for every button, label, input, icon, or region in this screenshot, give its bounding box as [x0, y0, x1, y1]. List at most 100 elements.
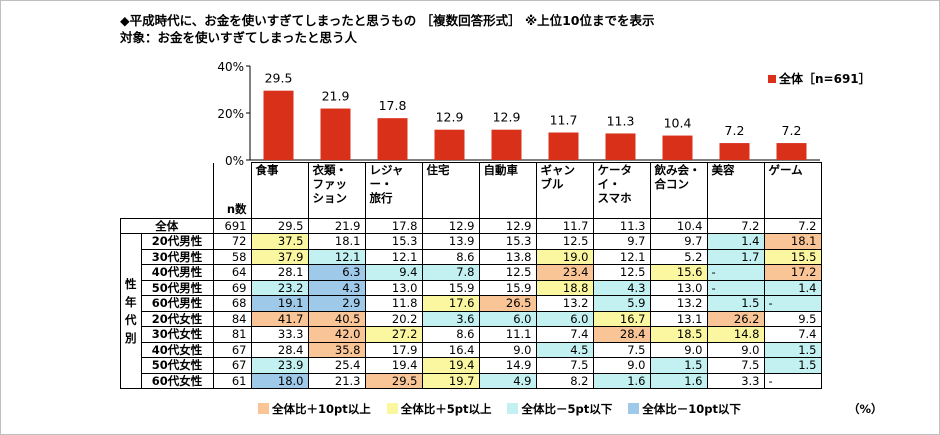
legend-swatch — [628, 403, 640, 414]
cell-value: 6.3 — [307, 264, 366, 281]
bar-data-label: 12.9 — [436, 110, 464, 125]
cell-value: 19.0 — [535, 248, 594, 265]
cell-value: 26.2 — [706, 310, 765, 327]
cell-value: 4.3 — [592, 279, 651, 296]
legend-swatch — [386, 403, 398, 414]
row-label: 30代男性 — [140, 248, 214, 265]
cell-value: 1.5 — [763, 341, 822, 358]
cell-value: 16.4 — [421, 341, 480, 358]
bar — [491, 129, 522, 160]
legend-item: 全体比－10pt以下 — [628, 402, 741, 416]
cell-value: 1.5 — [649, 357, 708, 374]
cell-value: 28.4 — [592, 326, 651, 343]
cell-value: 7.5 — [535, 357, 594, 374]
row-label: 20代女性 — [140, 310, 214, 327]
crosstab-table: n数 食事 衣類・ ファッ ション レジャー・ 旅行 住宅 自動車 ギャン ブル ケータイ・ スマホ 飲み… — [120, 162, 822, 389]
cell-value: 12.1 — [307, 248, 366, 265]
cell-value: 17.6 — [421, 295, 480, 312]
cell-value: 11.3 — [592, 217, 651, 234]
cell-value: 35.8 — [307, 341, 366, 358]
row-label: 30代女性 — [140, 326, 214, 343]
legend-swatch — [507, 403, 519, 414]
cell-value: 7.2 — [706, 217, 765, 234]
cell-value: 15.9 — [421, 279, 480, 296]
row-label: 全体 — [120, 217, 214, 234]
chart-subtitle: 対象：お金を使いすぎてしまったと思う人 — [120, 30, 358, 45]
cell-value: 28.1 — [250, 264, 309, 281]
cell-value: 23.4 — [535, 264, 594, 281]
cell-value: 6.0 — [478, 310, 537, 327]
y-tick-label: 40% — [217, 60, 244, 74]
cell-value: 9.0 — [592, 357, 651, 374]
cell-value: 12.9 — [421, 217, 480, 234]
legend-label: 全体比＋10pt以上 — [272, 402, 371, 416]
table-row: 50代女性 67 23.9 25.4 19.4 19.4 14.9 7.5 9.0 1.5 7.5 1… — [121, 357, 822, 374]
cell-value: - — [706, 264, 765, 281]
bar-data-label: 7.2 — [725, 123, 745, 138]
category-header: ゲーム — [763, 162, 822, 219]
cell-value: 9.0 — [706, 341, 765, 358]
cell-value: 8.6 — [421, 248, 480, 265]
cell-value: 21.3 — [307, 372, 366, 389]
cell-value: - — [763, 295, 822, 312]
unit-label: （%） — [848, 402, 883, 416]
row-label: 60代女性 — [140, 372, 214, 389]
cell-value: 5.2 — [649, 248, 708, 265]
category-header: ギャン ブル — [535, 162, 594, 219]
category-header: 衣類・ ファッ ション — [307, 162, 366, 219]
cell-value: 41.7 — [250, 310, 309, 327]
cell-value: 1.6 — [649, 372, 708, 389]
legend-label: 全体比－5pt以下 — [521, 402, 613, 416]
cell-value: 12.1 — [592, 248, 651, 265]
table-row: 40代男性 64 28.1 6.3 9.4 7.8 12.5 23.4 12.5 15.6-17.… — [121, 264, 822, 281]
cell-value: 8.6 — [421, 326, 480, 343]
cell-value: 12.9 — [478, 217, 537, 234]
legend-label: 全体［n=691］ — [778, 71, 871, 86]
cell-value: 19.1 — [250, 295, 309, 312]
cell-value: 9.5 — [763, 310, 822, 327]
cell-value: 7.2 — [763, 217, 822, 234]
cell-value: 11.8 — [364, 295, 423, 312]
bar-data-label: 7.2 — [782, 123, 802, 138]
legend-item: 全体比－5pt以下 — [507, 402, 612, 416]
cell-value: 18.8 — [535, 279, 594, 296]
bar — [377, 118, 408, 160]
cell-value: 20.2 — [364, 310, 423, 327]
chart-title: ◆平成時代に、お金を使いすぎてしまったと思うもの ［複数回答形式］ ※上位10位… — [120, 13, 655, 28]
legend-item: 全体比＋5pt以上 — [386, 402, 491, 416]
cell-value: 9.4 — [364, 264, 423, 281]
cell-value: 15.3 — [478, 233, 537, 250]
cell-value: 7.5 — [706, 357, 765, 374]
legend-label: 全体比－10pt以下 — [642, 402, 741, 416]
cell-value: 4.3 — [307, 279, 366, 296]
row-n: 64 — [212, 264, 252, 281]
row-label: 40代男性 — [140, 264, 214, 281]
category-header: レジャー・ 旅行 — [364, 162, 423, 219]
cell-value: 12.1 — [364, 248, 423, 265]
row-n: 58 — [212, 248, 252, 265]
cell-value: 17.2 — [763, 264, 822, 281]
bar — [605, 133, 636, 160]
cell-value: 23.2 — [250, 279, 309, 296]
cell-value: 11.1 — [478, 326, 537, 343]
row-n: 72 — [212, 233, 252, 250]
row-n: 61 — [212, 372, 252, 389]
bar — [776, 143, 807, 160]
cell-value: 25.4 — [307, 357, 366, 374]
cell-value: 18.1 — [307, 233, 366, 250]
cell-value: 17.8 — [364, 217, 423, 234]
cell-value: 42.0 — [307, 326, 366, 343]
cell-value: 29.5 — [250, 217, 309, 234]
table-row: 30代女性 81 33.3 42.0 27.2 8.6 11.1 7.4 28.4 18.5 14.… — [121, 326, 822, 343]
cell-value: 1.4 — [763, 279, 822, 296]
cell-value: 19.4 — [421, 357, 480, 374]
bar-data-label: 12.9 — [493, 110, 521, 125]
cell-value: 33.3 — [250, 326, 309, 343]
cell-value: 9.7 — [592, 233, 651, 250]
row-n: 67 — [212, 357, 252, 374]
row-label: 50代男性 — [140, 279, 214, 296]
n-header: n数 — [212, 162, 252, 219]
bar — [434, 129, 465, 160]
bar-data-label: 21.9 — [322, 89, 350, 104]
cell-value: 15.6 — [649, 264, 708, 281]
